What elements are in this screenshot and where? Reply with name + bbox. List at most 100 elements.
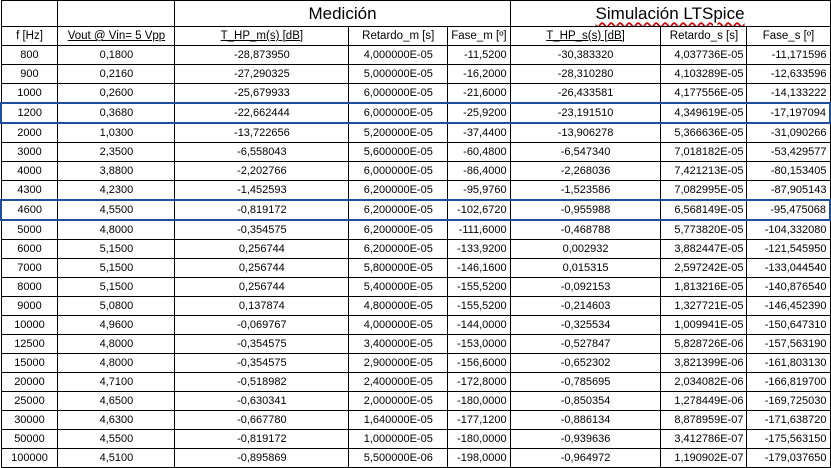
group-header-row: Medición Simulación LTSpice bbox=[0, 0, 831, 27]
fase-m-cell: -155,5200 bbox=[447, 296, 511, 316]
freq-cell: 50000 bbox=[0, 429, 59, 449]
freq-cell: 1000 bbox=[0, 83, 59, 104]
table-row: 8000 5,1500 0,256744 5,400000E-05 -155,5200-… bbox=[0, 277, 831, 297]
thp-s-cell: -30,383320 bbox=[509, 45, 662, 65]
retardo-s-cell: 4,037736E-05 bbox=[660, 45, 748, 65]
retardo-s-cell: 7,082995E-05 bbox=[660, 180, 748, 201]
retardo-s-cell: 8,878959E-07 bbox=[660, 410, 748, 430]
column-header-row: f [Hz] Vout @ Vin= 5 Vpp T_HP_m(s) [dB] … bbox=[0, 26, 831, 46]
fase-m-cell: -146,1600 bbox=[447, 258, 511, 278]
thp-m-cell: -0,667780 bbox=[174, 410, 350, 430]
fase-m-cell: -133,9200 bbox=[447, 239, 511, 259]
vout-cell: 4,5500 bbox=[57, 429, 176, 449]
vout-cell: 4,8000 bbox=[57, 334, 176, 354]
fase-m-cell: -198,0000 bbox=[447, 448, 511, 468]
fase-s-cell: -12,633596 bbox=[746, 64, 831, 84]
fase-m-cell: -172,8000 bbox=[447, 372, 511, 392]
vout-cell: 0,1800 bbox=[57, 45, 176, 65]
freq-cell: 3000 bbox=[0, 142, 59, 162]
vout-cell: 4,5500 bbox=[57, 199, 176, 221]
table-row: 7000 5,1500 0,256744 5,800000E-05 -146,1600 0… bbox=[0, 258, 831, 278]
thp-s-cell: -0,468788 bbox=[509, 219, 662, 240]
vout-cell: 2,3500 bbox=[57, 142, 176, 162]
freq-cell: 15000 bbox=[0, 353, 59, 373]
fase-m-cell: -155,5200 bbox=[447, 277, 511, 297]
table-row: 900 0,2160 -27,290325 5,000000E-05 -16,2000-… bbox=[0, 64, 831, 84]
retardo-m-cell: 5,800000E-05 bbox=[348, 258, 449, 278]
table-row: 3000 2,3500 -6,558043 5,600000E-05 -60,4800-… bbox=[0, 142, 831, 162]
table-row: 1000 0,2600 -25,679933 6,000000E-05 -21,6000… bbox=[0, 83, 831, 104]
thp-s-cell: -23,191510 bbox=[509, 102, 662, 124]
thp-m-cell: 0,137874 bbox=[174, 296, 350, 316]
table-row: 25000 4,6500 -0,630341 2,000000E-05 -180,000… bbox=[0, 391, 831, 411]
freq-cell: 25000 bbox=[0, 391, 59, 411]
fase-s-cell: -171,638720 bbox=[746, 410, 831, 430]
fase-m-cell: -21,6000 bbox=[447, 83, 511, 104]
retardo-m-cell: 4,800000E-05 bbox=[348, 296, 449, 316]
retardo-s-cell: 2,597242E-05 bbox=[660, 258, 748, 278]
retardo-s-cell: 5,366636E-05 bbox=[660, 122, 748, 143]
freq-cell: 30000 bbox=[0, 410, 59, 430]
retardo-m-cell: 4,000000E-05 bbox=[348, 45, 449, 65]
table-row: 12500 4,8000 -0,354575 3,400000E-05 -153,000… bbox=[0, 334, 831, 354]
thp-s-cell: 0,002932 bbox=[509, 239, 662, 259]
vout-cell: 4,6300 bbox=[57, 410, 176, 430]
retardo-m-cell: 2,000000E-05 bbox=[348, 391, 449, 411]
thp-m-cell: 0,256744 bbox=[174, 258, 350, 278]
fase-s-cell: -95,475068 bbox=[746, 199, 831, 221]
header-retardo-s: Retardo_s [s] bbox=[660, 26, 748, 46]
fase-s-cell: -179,037650 bbox=[746, 448, 831, 468]
fase-s-cell: -161,803130 bbox=[746, 353, 831, 373]
table-row: 2000 1,0300 -13,722656 5,200000E-05 -37,4400… bbox=[0, 122, 831, 143]
thp-s-cell: -0,939636 bbox=[509, 429, 662, 449]
thp-m-cell: -0,819172 bbox=[174, 429, 350, 449]
freq-cell: 100000 bbox=[0, 448, 59, 468]
retardo-m-cell: 6,200000E-05 bbox=[348, 219, 449, 240]
retardo-m-cell: 6,200000E-05 bbox=[348, 239, 449, 259]
table-row: 6000 5,1500 0,256744 6,200000E-05 -133,9200 0… bbox=[0, 239, 831, 259]
thp-m-cell: -22,662444 bbox=[174, 102, 350, 124]
vout-cell: 4,8000 bbox=[57, 219, 176, 240]
thp-s-cell: -0,092153 bbox=[509, 277, 662, 297]
thp-m-cell: -0,895869 bbox=[174, 448, 350, 468]
table-row: 4000 3,8800 -2,202766 6,000000E-05 -86,4000-… bbox=[0, 161, 831, 181]
table-row-highlighted: 4600 4,5500 -0,819172 6,200000E-05 -102,6720… bbox=[0, 199, 831, 221]
retardo-m-cell: 3,400000E-05 bbox=[348, 334, 449, 354]
retardo-s-cell: 1,813216E-05 bbox=[660, 277, 748, 297]
vout-cell: 3,8800 bbox=[57, 161, 176, 181]
table-row: 10000 4,9600 -0,069767 4,000000E-05 -144,000… bbox=[0, 315, 831, 335]
thp-m-cell: -27,290325 bbox=[174, 64, 350, 84]
retardo-s-cell: 4,349619E-05 bbox=[660, 102, 748, 124]
fase-s-cell: -31,090266 bbox=[746, 122, 831, 143]
retardo-m-cell: 5,600000E-05 bbox=[348, 142, 449, 162]
vout-cell: 5,1500 bbox=[57, 277, 176, 297]
vout-cell: 4,8000 bbox=[57, 353, 176, 373]
freq-cell: 4000 bbox=[0, 161, 59, 181]
header-f: f [Hz] bbox=[0, 26, 59, 46]
thp-s-cell: -28,310280 bbox=[509, 64, 662, 84]
header-thp-s: T_HP_s(s) [dB] bbox=[509, 26, 662, 46]
thp-s-cell: 0,015315 bbox=[509, 258, 662, 278]
vout-cell: 5,0800 bbox=[57, 296, 176, 316]
fase-m-cell: -37,4400 bbox=[447, 122, 511, 143]
table-row: 30000 4,6300 -0,667780 1,640000E-05 -177,120… bbox=[0, 410, 831, 430]
fase-s-cell: -11,171596 bbox=[746, 45, 831, 65]
thp-m-cell: -6,558043 bbox=[174, 142, 350, 162]
thp-m-cell: -0,630341 bbox=[174, 391, 350, 411]
retardo-s-cell: 3,412786E-07 bbox=[660, 429, 748, 449]
retardo-m-cell: 2,400000E-05 bbox=[348, 372, 449, 392]
freq-cell: 900 bbox=[0, 64, 59, 84]
fase-s-cell: -175,563150 bbox=[746, 429, 831, 449]
retardo-s-cell: 1,190902E-07 bbox=[660, 448, 748, 468]
freq-cell: 5000 bbox=[0, 219, 59, 240]
fase-m-cell: -111,6000 bbox=[447, 219, 511, 240]
freq-cell: 9000 bbox=[0, 296, 59, 316]
empty-cell bbox=[0, 0, 59, 27]
fase-m-cell: -86,4000 bbox=[447, 161, 511, 181]
fase-m-cell: -102,6720 bbox=[447, 199, 511, 221]
thp-m-cell: -1,452593 bbox=[174, 180, 350, 201]
fase-m-cell: -180,0000 bbox=[447, 429, 511, 449]
thp-m-cell: -0,518982 bbox=[174, 372, 350, 392]
thp-m-cell: -0,069767 bbox=[174, 315, 350, 335]
